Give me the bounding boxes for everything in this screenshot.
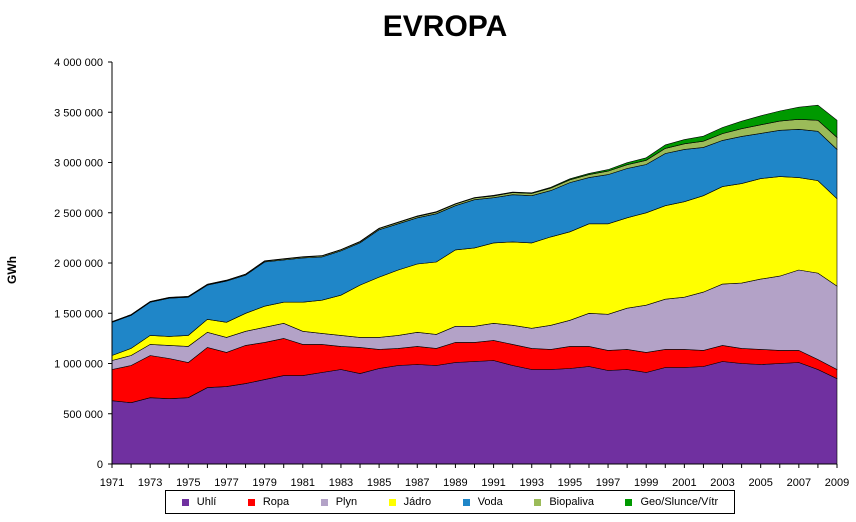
legend-label: Plyn (335, 496, 358, 508)
x-tick-label: 1985 (367, 477, 391, 489)
y-tick-label: 3 000 000 (54, 158, 103, 170)
y-tick-label: 3 500 000 (54, 107, 103, 119)
area-geo-slunce-vitr (111, 104, 838, 323)
x-tick-label: 1989 (443, 477, 467, 489)
x-tick-label: 2001 (672, 477, 696, 489)
area-layers (111, 104, 838, 465)
y-tick-label: 2 500 000 (54, 208, 103, 220)
legend-label: Jádro (403, 496, 432, 508)
x-tick-label: 1983 (329, 477, 353, 489)
x-tick-label: 1995 (558, 477, 582, 489)
legend-item: Plyn (320, 496, 358, 508)
chart-title: EVROPA (382, 10, 508, 43)
x-tick-label: 1975 (176, 477, 200, 489)
x-tick-label: 1999 (634, 477, 658, 489)
x-tick-label: 1973 (138, 477, 162, 489)
y-axis-label: GWh (5, 256, 19, 284)
legend-label: Geo/Slunce/Vítr (640, 496, 719, 508)
x-tick-label: 2007 (787, 477, 811, 489)
x-tick-label: 1987 (405, 477, 429, 489)
legend-swatch (320, 498, 328, 506)
legend-item: Ropa (247, 496, 290, 508)
legend-swatch (247, 498, 255, 506)
legend-label: Ropa (262, 496, 290, 508)
x-tick-label: 1991 (481, 477, 505, 489)
legend-swatch (534, 498, 542, 506)
y-tick-label: 0 (97, 459, 103, 471)
x-tick-label: 1993 (519, 477, 543, 489)
legend-swatch (388, 498, 396, 506)
legend-item: Geo/Slunce/Vítr (625, 496, 718, 508)
x-tick-label: 1977 (214, 477, 238, 489)
axes: 0 500 000 1 000 000 1 500 000 2 000 000 2 500… (54, 57, 849, 489)
legend-label: Uhlí (196, 496, 217, 508)
y-tick-label: 4 000 000 (54, 57, 103, 69)
chart-plot: 0 500 000 1 000 000 1 500 000 2 000 000 2 500… (5, 57, 849, 489)
x-tick-label: 1981 (291, 477, 315, 489)
legend-item: Biopaliva (534, 496, 594, 508)
legend-item: Uhlí (181, 496, 217, 508)
legend-item: Jádro (388, 496, 432, 508)
legend-swatch (181, 498, 189, 506)
legend: Uhlí Ropa Plyn Jádro Voda Biopaliva Geo/Slunce… (165, 490, 735, 514)
y-tick-label: 1 000 000 (54, 359, 103, 371)
x-tick-label: 1979 (252, 477, 276, 489)
legend-swatch (625, 498, 633, 506)
legend-label: Biopaliva (549, 496, 594, 508)
y-tick-label: 2 000 000 (54, 258, 103, 270)
legend-item: Voda (462, 496, 503, 508)
x-tick-label: 2005 (748, 477, 772, 489)
y-tick-label: 500 000 (63, 409, 103, 421)
x-tick-label: 2009 (825, 477, 849, 489)
legend-label: Voda (477, 496, 503, 508)
y-tick-label: 1 500 000 (54, 308, 103, 320)
x-tick-label: 1971 (100, 477, 124, 489)
legend-swatch (462, 498, 470, 506)
x-tick-label: 2003 (710, 477, 734, 489)
x-tick-label: 1997 (596, 477, 620, 489)
